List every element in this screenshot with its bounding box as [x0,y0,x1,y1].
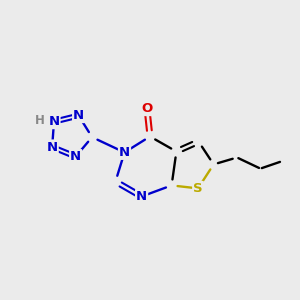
Text: N: N [48,115,59,128]
Text: S: S [193,182,203,195]
Text: H: H [34,114,44,127]
Text: N: N [73,109,84,122]
Text: O: O [141,102,153,115]
Text: N: N [46,140,58,154]
Text: N: N [119,146,130,159]
Text: N: N [70,150,81,163]
Text: N: N [136,190,147,203]
